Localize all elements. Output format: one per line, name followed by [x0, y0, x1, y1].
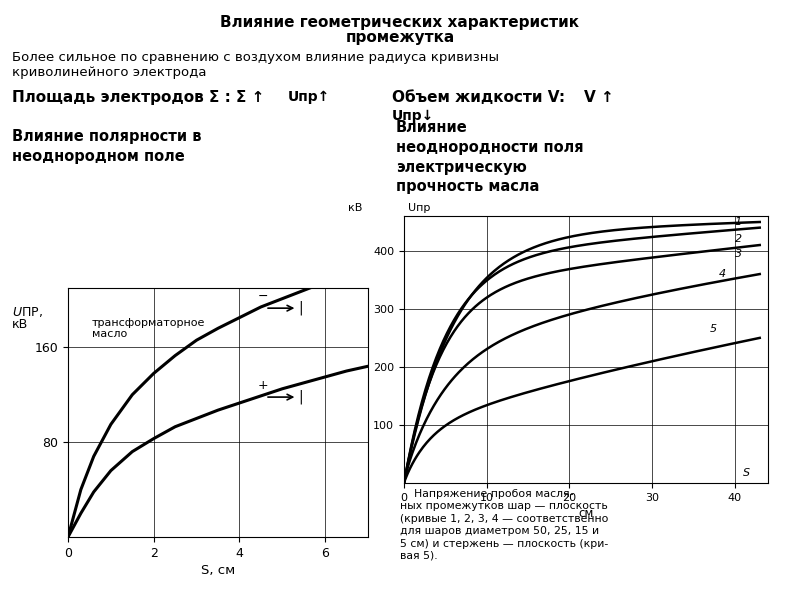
Text: трансформаторное
масло: трансформаторное масло: [91, 317, 205, 339]
Text: Площадь электродов Σ :: Площадь электродов Σ :: [12, 90, 231, 105]
Text: $U$ПР,: $U$ПР,: [12, 305, 43, 319]
Text: Uпр↑: Uпр↑: [288, 90, 330, 104]
Text: кВ: кВ: [348, 203, 362, 213]
Text: V ↑: V ↑: [584, 90, 614, 105]
Text: Более сильное по сравнению с воздухом влияние радиуса кривизны
криволинейного эл: Более сильное по сравнению с воздухом вл…: [12, 51, 499, 79]
Text: Влияние геометрических характеристик: Влияние геометрических характеристик: [221, 15, 579, 30]
Text: S: S: [743, 468, 750, 478]
Text: Влияние полярности в
неоднородном поле: Влияние полярности в неоднородном поле: [12, 129, 202, 164]
Text: Σ ↑: Σ ↑: [236, 90, 264, 105]
X-axis label: S, см: S, см: [201, 564, 235, 577]
Text: |: |: [298, 390, 303, 404]
Text: кВ: кВ: [12, 317, 28, 331]
Text: Объем жидкости V:: Объем жидкости V:: [392, 90, 565, 105]
Text: −: −: [258, 290, 268, 303]
Text: Uпр: Uпр: [408, 203, 430, 213]
Text: промежутка: промежутка: [346, 30, 454, 45]
Text: Uпр↓: Uпр↓: [392, 109, 434, 123]
Text: 1: 1: [735, 217, 742, 227]
X-axis label: см: см: [578, 507, 594, 520]
Text: Влияние
неоднородности поля
электрическую
прочность масла: Влияние неоднородности поля электрическу…: [396, 120, 584, 194]
Text: 3: 3: [735, 248, 742, 259]
Text: 5: 5: [710, 324, 718, 334]
Text: +: +: [258, 379, 268, 392]
Text: |: |: [298, 301, 303, 316]
Text: 4: 4: [718, 269, 726, 279]
Text: Напряжение пробоя масля-
ных промежутков шар — плоскость
(кривые 1, 2, 3, 4 — со: Напряжение пробоя масля- ных промежутков…: [400, 489, 608, 561]
Text: 2: 2: [735, 234, 742, 244]
